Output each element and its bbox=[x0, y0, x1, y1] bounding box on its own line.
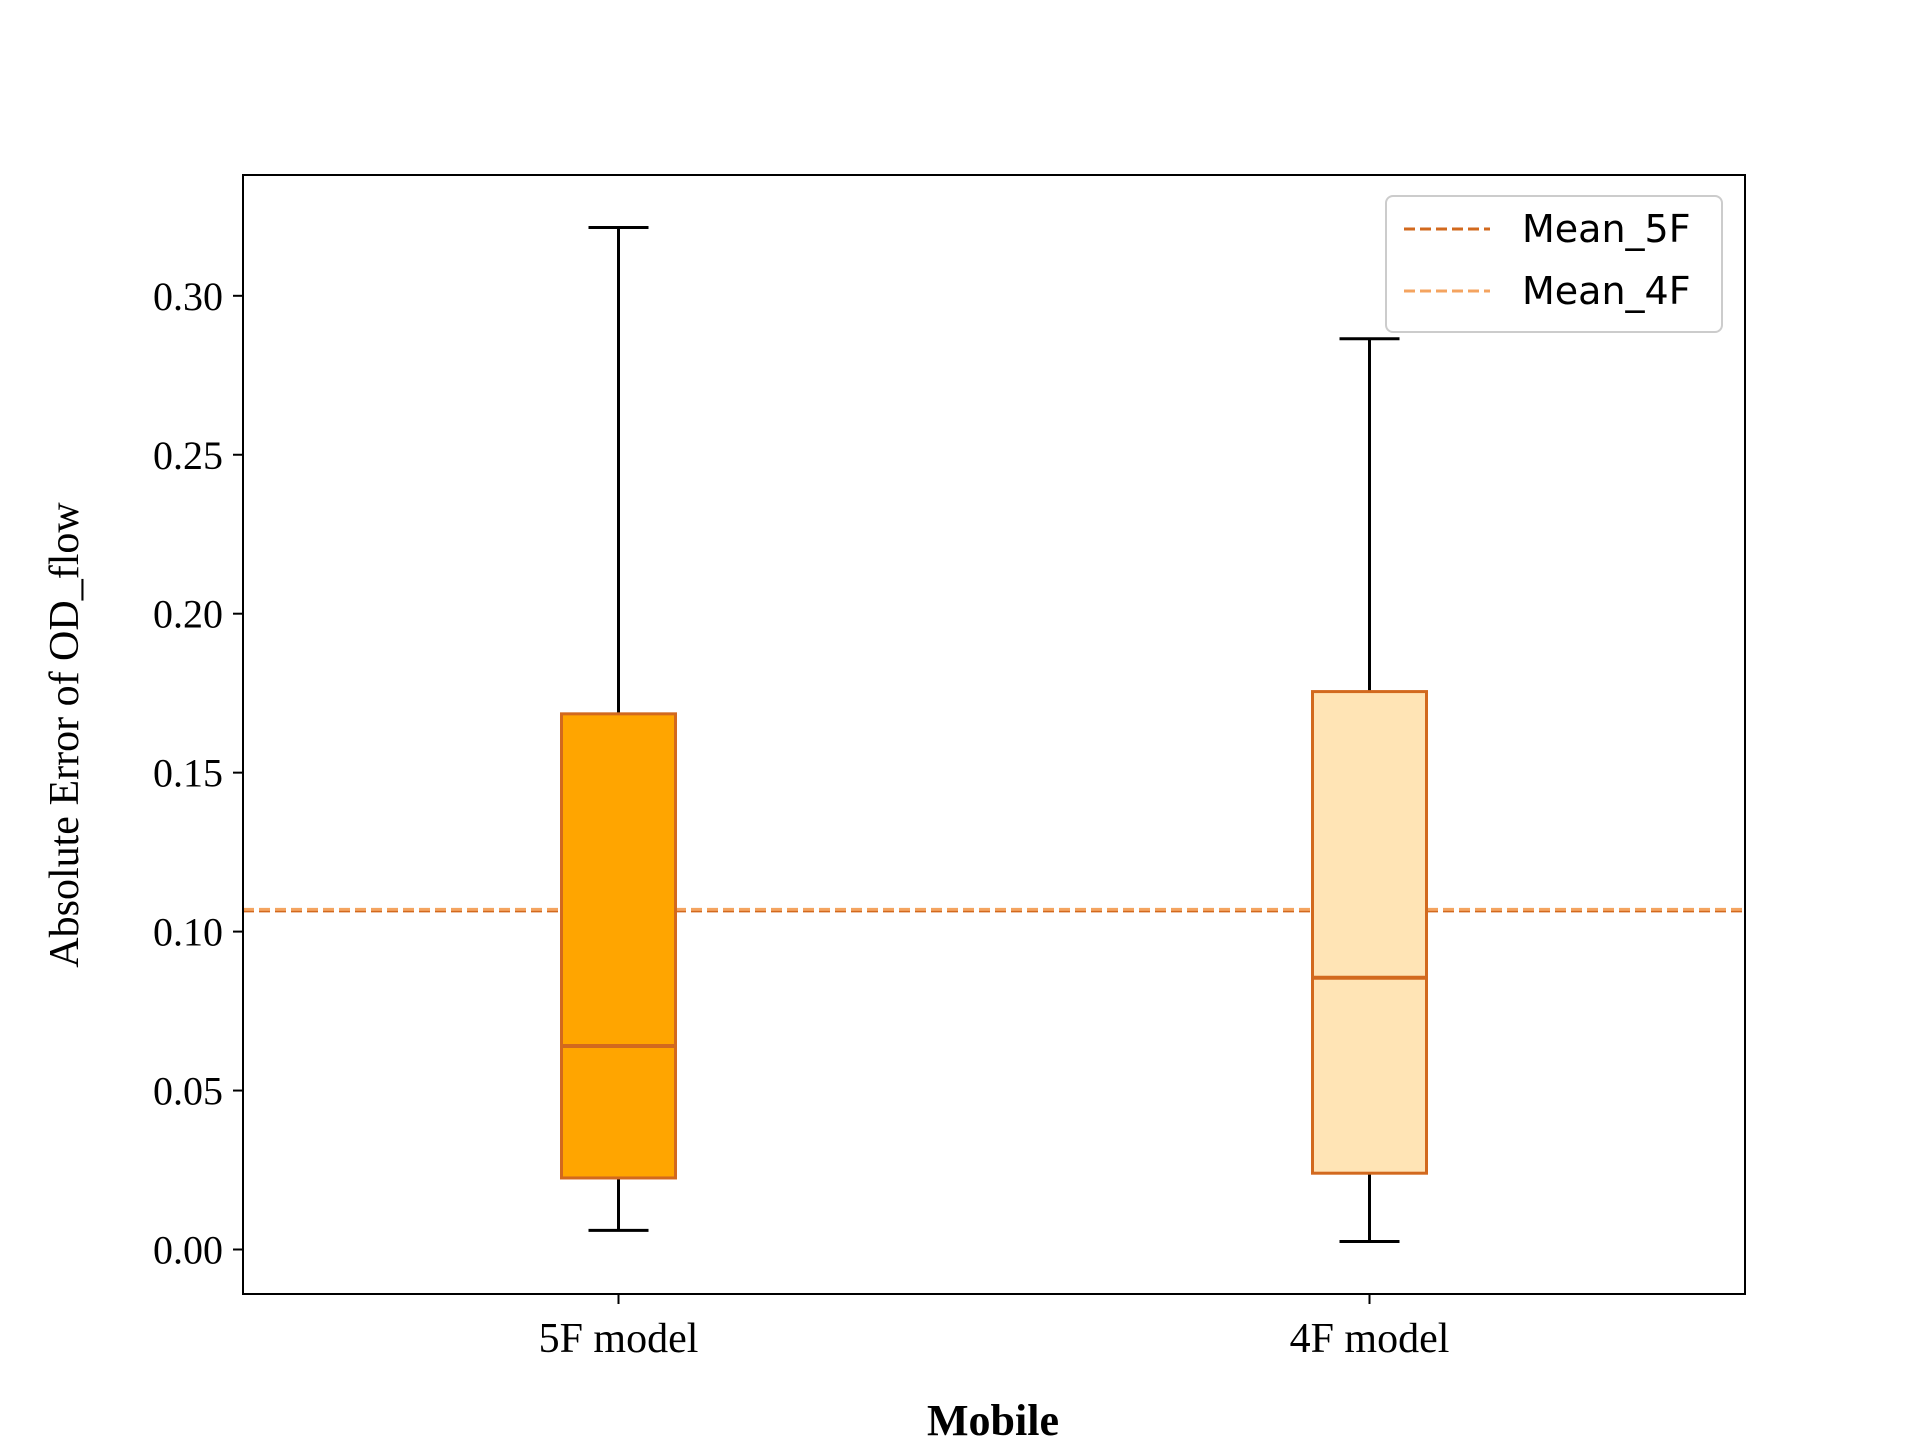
y-tick-label: 0.10 bbox=[153, 910, 223, 955]
y-axis-label: Absolute Error of OD_flow bbox=[42, 502, 88, 968]
x-axis-label: Mobile bbox=[927, 1396, 1059, 1440]
y-tick-label: 0.15 bbox=[153, 751, 223, 796]
x-tick-label: 4F model bbox=[1290, 1316, 1450, 1362]
legend-label: Mean_4F bbox=[1522, 269, 1691, 313]
boxes bbox=[560, 225, 1428, 1244]
y-axis: 0.00 0.05 0.10 0.15 0.20 0.25 0.30 bbox=[153, 274, 243, 1272]
plot-frame bbox=[242, 174, 1746, 1295]
box-iqr bbox=[1311, 690, 1428, 1175]
box-iqr bbox=[560, 712, 677, 1180]
legend-label: Mean_5F bbox=[1522, 207, 1691, 251]
y-tick-label: 0.20 bbox=[153, 592, 223, 637]
mean-lines bbox=[243, 907, 1745, 913]
x-axis: 5F model 4F model bbox=[539, 1294, 1450, 1362]
y-tick-label: 0.30 bbox=[153, 274, 223, 319]
y-tick-label: 0.05 bbox=[153, 1069, 223, 1114]
box-group-1 bbox=[560, 225, 677, 1232]
y-tick-label: 0.00 bbox=[153, 1227, 223, 1272]
y-tick-label: 0.25 bbox=[153, 433, 223, 478]
legend: Mean_5F Mean_4F bbox=[1385, 195, 1723, 333]
x-tick-label: 5F model bbox=[539, 1316, 699, 1362]
plot-area bbox=[243, 175, 1745, 1294]
box-group-2 bbox=[1311, 337, 1428, 1244]
